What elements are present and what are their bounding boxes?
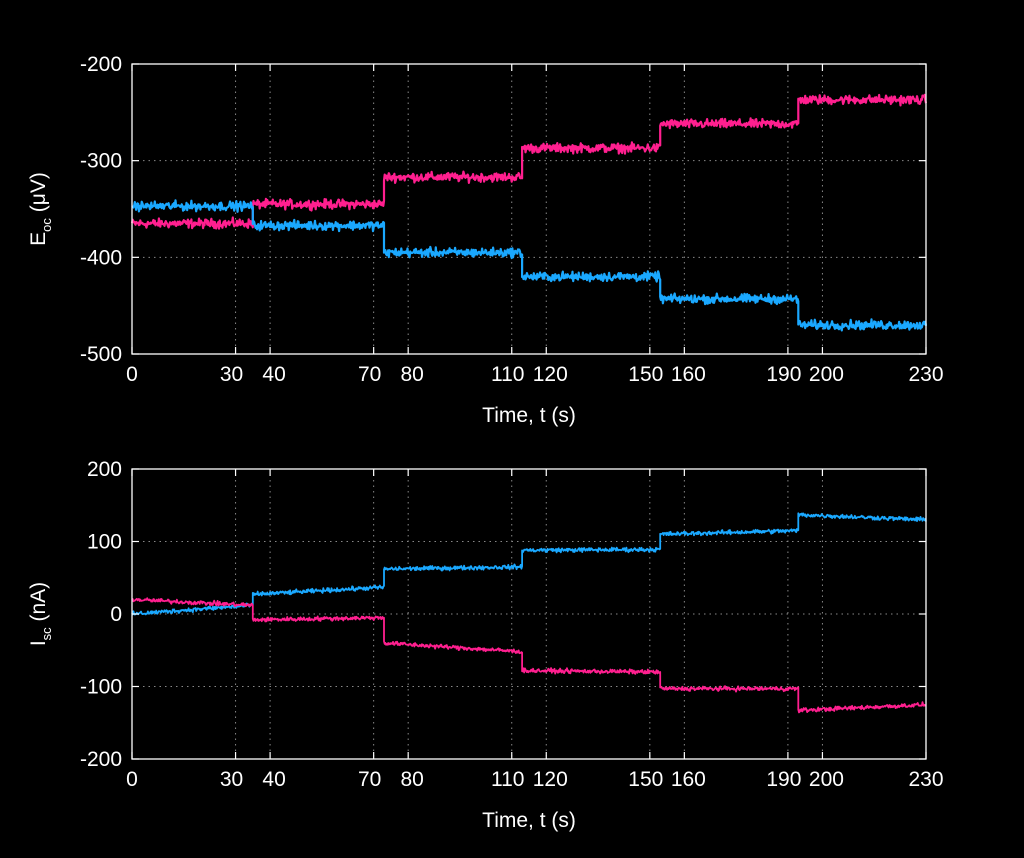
plot-frame — [131, 63, 927, 355]
y-axis-label-unit: (μV) — [27, 172, 50, 218]
y-tick-label: -100 — [80, 676, 122, 699]
x-tick-label: 200 — [809, 363, 844, 386]
x-tick-label: 200 — [809, 768, 844, 791]
x-tick-label: 230 — [908, 363, 943, 386]
x-tick-label: 70 — [358, 363, 381, 386]
chart-1: 0 30 40 70 80 110 120 150 160 190 200 230 -200 -300 -4… — [27, 53, 944, 427]
y-tick-label: 0 — [110, 603, 122, 626]
x-tick-label: 0 — [126, 768, 138, 791]
x-axis-label: Time, t (s) — [482, 809, 576, 832]
y-axis-label-main: I — [27, 640, 50, 646]
x-tick-label: 40 — [262, 363, 285, 386]
y-tick-label: -200 — [80, 748, 122, 771]
x-tick-label: 80 — [400, 363, 423, 386]
y-axis-label: Isc (nA) — [27, 582, 54, 646]
y-axis-label-subscript: sc — [39, 627, 54, 641]
x-tick-label: 190 — [766, 363, 801, 386]
x-tick-label: 150 — [628, 768, 663, 791]
y-tick-label: 100 — [87, 531, 122, 554]
y-tick-label: -200 — [80, 53, 122, 76]
series-line-1 — [130, 93, 928, 230]
y-axis-label: Eoc (μV) — [27, 172, 54, 246]
x-tick-label: 40 — [262, 768, 285, 791]
x-tick-label: 150 — [628, 363, 663, 386]
y-axis-label-unit: (nA) — [27, 582, 50, 628]
chart-2: 0 30 40 70 80 110 120 150 160 190 200 230 200 100 0 -10… — [27, 458, 944, 832]
x-tick-label: 80 — [400, 768, 423, 791]
y-tick-label: -500 — [80, 343, 122, 366]
y-tick-label: -400 — [80, 246, 122, 269]
y-tick-label: 200 — [87, 458, 122, 481]
x-tick-label: 30 — [220, 363, 243, 386]
y-axis-label-main: E — [27, 232, 50, 246]
series-line-2 — [131, 199, 928, 332]
series-line-1 — [131, 512, 927, 616]
x-tick-label: 0 — [126, 363, 138, 386]
x-tick-label: 110 — [491, 768, 524, 791]
x-tick-label: 110 — [491, 363, 524, 386]
series-line-2 — [131, 597, 927, 714]
x-tick-label: 30 — [220, 768, 243, 791]
x-tick-label: 190 — [766, 768, 801, 791]
x-tick-label: 70 — [358, 768, 381, 791]
x-tick-label: 160 — [671, 768, 706, 791]
x-axis-label: Time, t (s) — [482, 404, 576, 427]
x-tick-label: 120 — [533, 363, 568, 386]
y-tick-label: -300 — [80, 150, 122, 173]
x-tick-label: 230 — [908, 768, 943, 791]
x-tick-label: 120 — [533, 768, 568, 791]
y-axis-label-subscript: oc — [39, 218, 54, 232]
x-tick-label: 160 — [671, 363, 706, 386]
